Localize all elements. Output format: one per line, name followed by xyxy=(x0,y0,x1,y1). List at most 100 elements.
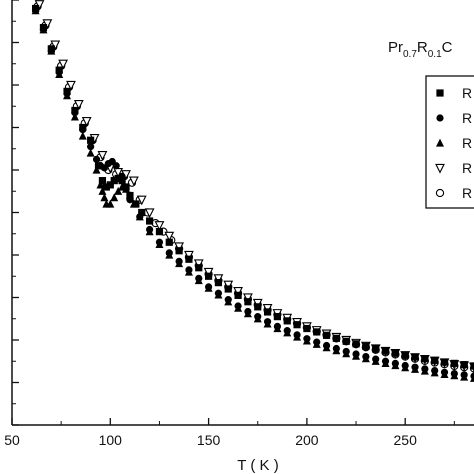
data-point xyxy=(194,276,203,285)
data-point xyxy=(63,91,72,100)
data-point xyxy=(440,370,449,379)
data-point xyxy=(460,372,469,381)
legend-label-4: R xyxy=(462,160,472,176)
legend-label-5: R xyxy=(462,185,472,201)
data-point xyxy=(47,46,56,55)
data-point xyxy=(42,19,53,30)
legend-marker-1 xyxy=(436,89,444,97)
data-point xyxy=(401,351,409,359)
data-point xyxy=(98,177,107,185)
data-point xyxy=(122,184,131,193)
data-point xyxy=(224,297,233,306)
legend-label-3: R xyxy=(462,135,472,151)
data-point xyxy=(322,331,331,339)
data-point xyxy=(342,337,350,345)
data-point xyxy=(128,176,139,187)
data-point xyxy=(175,247,183,255)
data-point xyxy=(253,314,262,323)
data-point xyxy=(381,347,390,355)
data-point xyxy=(470,373,474,382)
x-tick-label: 200 xyxy=(295,432,319,448)
data-point xyxy=(125,191,134,200)
data-point xyxy=(204,283,213,292)
compound-b: R xyxy=(417,39,428,56)
data-point xyxy=(73,99,84,110)
data-point xyxy=(263,319,272,328)
data-point xyxy=(98,186,107,195)
data-point xyxy=(243,293,253,304)
data-point xyxy=(263,308,272,316)
data-point xyxy=(87,136,95,144)
data-point xyxy=(450,359,458,367)
data-point xyxy=(361,354,370,363)
data-point xyxy=(362,342,370,350)
data-point xyxy=(302,336,311,345)
data-point xyxy=(214,290,223,299)
data-point xyxy=(175,259,184,268)
data-point xyxy=(174,242,184,253)
data-point xyxy=(50,40,61,51)
data-point xyxy=(420,366,429,375)
data-point xyxy=(110,177,118,185)
data-point xyxy=(421,355,429,363)
data-point xyxy=(391,349,399,357)
compound-label: Pr0.7R0.1C xyxy=(388,39,453,60)
series-3 xyxy=(31,6,474,382)
x-tick-label: 250 xyxy=(394,432,418,448)
data-point xyxy=(87,143,95,151)
data-point xyxy=(70,112,79,121)
data-point xyxy=(273,313,282,321)
data-point xyxy=(165,238,173,246)
data-point xyxy=(135,212,144,221)
compound-a: Pr xyxy=(388,39,403,56)
data-point xyxy=(372,345,380,353)
data-point xyxy=(55,69,64,78)
data-point xyxy=(31,6,40,15)
data-point xyxy=(129,199,138,208)
data-point xyxy=(391,361,400,370)
data-point xyxy=(233,286,243,297)
legend-marker-5 xyxy=(435,188,445,198)
legend-marker-3 xyxy=(436,138,444,147)
legend-marker-2 xyxy=(436,114,444,122)
data-point xyxy=(381,358,390,367)
data-point xyxy=(195,264,203,272)
data-point xyxy=(283,328,292,337)
data-point xyxy=(58,59,69,70)
data-point xyxy=(332,346,341,355)
data-point xyxy=(112,162,120,170)
data-point xyxy=(106,199,115,208)
data-point xyxy=(214,279,223,287)
data-point xyxy=(431,356,439,364)
data-point xyxy=(81,116,92,127)
data-point xyxy=(470,362,474,370)
data-point xyxy=(86,148,95,157)
data-point xyxy=(155,239,164,248)
data-point xyxy=(204,272,213,280)
data-point xyxy=(114,186,123,195)
data-point xyxy=(401,363,410,372)
data-point xyxy=(154,221,165,231)
data-point xyxy=(185,255,193,263)
data-points xyxy=(31,0,474,382)
data-point xyxy=(118,177,126,185)
data-point xyxy=(39,25,48,34)
data-point xyxy=(254,303,262,311)
data-point xyxy=(96,180,105,189)
data-point xyxy=(97,150,108,161)
data-point xyxy=(303,324,311,333)
data-point xyxy=(450,371,459,380)
data-point xyxy=(66,80,76,91)
compound-c: C xyxy=(442,39,453,56)
compound-b-sub: 0.1 xyxy=(428,49,442,60)
data-point xyxy=(92,165,101,174)
axes: 50 100 150 200 250 xyxy=(4,0,474,448)
data-point xyxy=(223,280,234,291)
compound-a-sub: 0.7 xyxy=(403,49,417,60)
data-point xyxy=(114,174,122,183)
data-point xyxy=(312,339,321,348)
data-point xyxy=(313,328,321,336)
data-point xyxy=(100,193,109,202)
data-point xyxy=(164,231,175,242)
